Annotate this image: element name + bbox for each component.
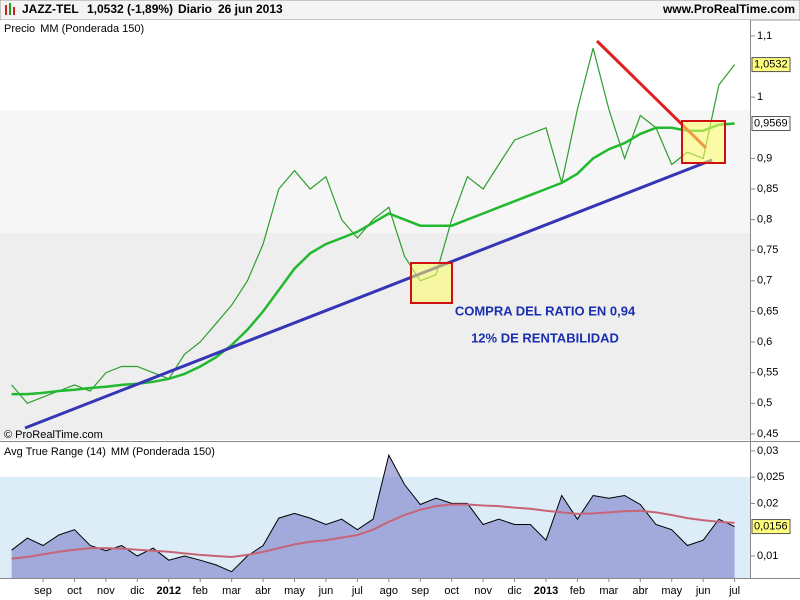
x-tick-label: ago bbox=[380, 585, 398, 597]
watermark: © ProRealTime.com bbox=[4, 429, 103, 441]
value-label-box bbox=[751, 519, 791, 535]
header-icon bbox=[5, 3, 15, 15]
zone bbox=[0, 110, 750, 233]
x-tick-label: mar bbox=[222, 585, 241, 597]
x-tick-label: jun bbox=[318, 585, 334, 597]
x-tick-label: dic bbox=[508, 585, 523, 597]
x-tick-label: abr bbox=[255, 585, 271, 597]
atr-area bbox=[11, 455, 735, 578]
y-tick-label: 0,65 bbox=[757, 305, 778, 317]
y-tick-label: 0,75 bbox=[757, 244, 778, 256]
atr-line bbox=[11, 453, 735, 573]
quote: 1,0532 (-1,89%) bbox=[87, 2, 173, 16]
annotation: 12% DE RENTABILIDAD bbox=[471, 330, 619, 345]
annotation: COMPRA DEL RATIO EN 0,94 bbox=[455, 303, 636, 318]
x-tick-label: jul bbox=[728, 585, 740, 597]
value-label-box bbox=[751, 57, 791, 73]
site: www.ProRealTime.com bbox=[662, 2, 795, 16]
x-tick-label: 2012 bbox=[157, 585, 181, 597]
legend-entry: MM (Ponderada 150) bbox=[111, 446, 215, 458]
highlight-box bbox=[410, 262, 453, 304]
value-label-box bbox=[751, 116, 791, 132]
x-tick-label: dic bbox=[130, 585, 145, 597]
y-tick-label: 0,55 bbox=[757, 367, 778, 379]
y-tick-label: 1,1 bbox=[757, 30, 772, 42]
y-tick-label: 0,7 bbox=[757, 275, 772, 287]
highlight-box bbox=[681, 120, 726, 164]
x-tick-label: mar bbox=[599, 585, 618, 597]
trend-line bbox=[24, 158, 713, 430]
x-tick-label: sep bbox=[411, 585, 429, 597]
symbol: JAZZ-TEL bbox=[22, 2, 79, 16]
legend-entry: Avg True Range (14) bbox=[4, 446, 106, 458]
plot bbox=[11, 48, 736, 578]
x-tick-label: oct bbox=[444, 585, 459, 597]
y-tick-label: 0,02 bbox=[757, 497, 778, 509]
legend-entry: MM (Ponderada 150) bbox=[40, 23, 144, 35]
x-tick-label: jul bbox=[351, 585, 363, 597]
value-label: 0,9569 bbox=[754, 117, 788, 129]
y-tick-label: 0,03 bbox=[757, 445, 778, 457]
y-tick-label: 1 bbox=[757, 91, 763, 103]
ma-line bbox=[11, 122, 735, 396]
y-tick-label: 0,6 bbox=[757, 336, 772, 348]
ma-line bbox=[11, 503, 735, 560]
y-tick-label: 0,8 bbox=[757, 213, 772, 225]
x-tick-label: feb bbox=[570, 585, 585, 597]
y-tick-label: 0,85 bbox=[757, 183, 778, 195]
x-tick-label: nov bbox=[97, 585, 115, 597]
x-tick-label: may bbox=[661, 585, 682, 597]
y-tick-label: 0,01 bbox=[757, 550, 778, 562]
axes: 1,1 1 0,9 0,85 0,8 0,75 0,7 0,65 0,6 0,55 0,5 0,45 P… bbox=[4, 23, 791, 597]
legend-entry: Precio bbox=[4, 23, 35, 35]
date: 26 jun 2013 bbox=[218, 2, 283, 16]
x-tick-label: 2013 bbox=[534, 585, 558, 597]
x-tick-label: jun bbox=[695, 585, 711, 597]
y-tick-label: 0,9 bbox=[757, 152, 772, 164]
drawings bbox=[24, 39, 726, 430]
zone bbox=[0, 233, 750, 440]
x-tick-label: feb bbox=[193, 585, 208, 597]
x-tick-label: may bbox=[284, 585, 305, 597]
x-tick-label: oct bbox=[67, 585, 82, 597]
value-label: 1,0532 bbox=[754, 58, 788, 70]
x-tick-label: abr bbox=[632, 585, 648, 597]
price-line bbox=[11, 48, 736, 405]
y-tick-label: 0,025 bbox=[757, 471, 785, 483]
x-tick-label: sep bbox=[34, 585, 52, 597]
x-tick-label: nov bbox=[474, 585, 492, 597]
y-tick-label: 0,45 bbox=[757, 428, 778, 440]
y-tick-label: 0,5 bbox=[757, 397, 772, 409]
value-label: 0,0156 bbox=[754, 520, 788, 532]
period: Diario bbox=[178, 2, 212, 16]
